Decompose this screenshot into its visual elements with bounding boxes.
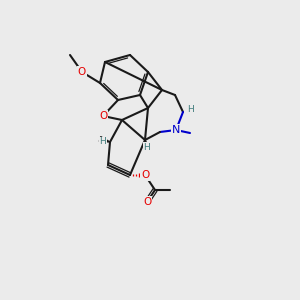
Polygon shape: [145, 140, 150, 151]
Text: O: O: [78, 67, 86, 77]
Polygon shape: [99, 136, 110, 142]
Text: H: H: [100, 137, 106, 146]
Text: N: N: [172, 125, 180, 135]
Text: O: O: [143, 197, 151, 207]
Text: H: H: [144, 142, 150, 152]
Text: O: O: [141, 170, 149, 180]
Text: O: O: [99, 111, 107, 121]
Text: H: H: [187, 104, 194, 113]
